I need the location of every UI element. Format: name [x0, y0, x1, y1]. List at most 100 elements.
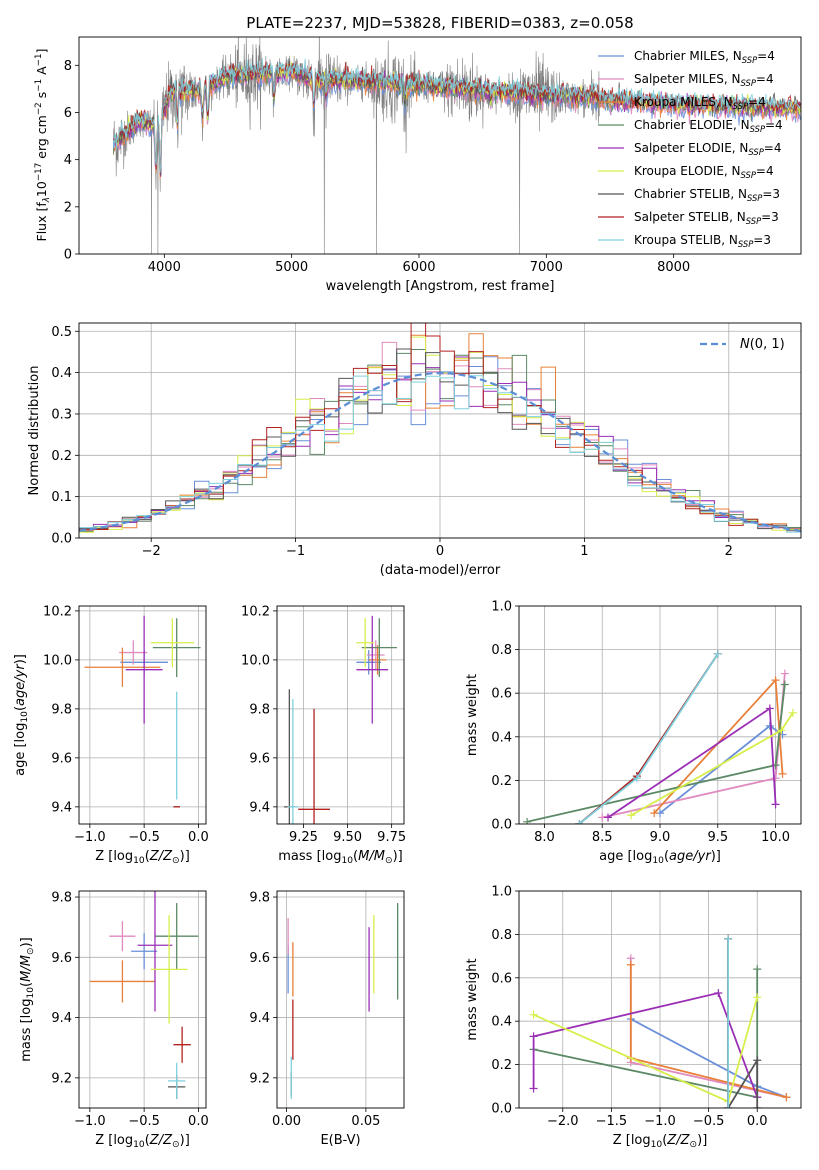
errorbar-point-salpeter-elodie: [137, 891, 173, 1012]
errorbar-point-chabrier-miles: [131, 933, 158, 970]
plot-area: [277, 606, 404, 824]
y-tick-label: 6: [64, 106, 72, 121]
x-axis-label: (data-model)/error: [380, 563, 501, 578]
weight-marker: [632, 774, 641, 783]
y-tick-label: 0.2: [491, 774, 512, 789]
y-tick-label: 10.2: [241, 604, 270, 619]
errorbar-point-salpeter-stelib: [173, 1026, 191, 1063]
y-tick-label: 8: [64, 59, 72, 74]
y-tick-label: 4: [64, 153, 72, 168]
x-tick-label: −0.5: [693, 1114, 725, 1129]
plot-area: [79, 606, 206, 824]
x-tick-label: −1.5: [596, 1114, 628, 1129]
weight-marker: [523, 817, 532, 824]
y-axis-label: Normed distribution: [27, 366, 42, 496]
legend-label: Chabrier ELODIE, NSSP=4: [634, 118, 783, 134]
weight-marker: [603, 813, 612, 822]
x-tick-label: 0.05: [351, 1114, 380, 1129]
legend-label: Kroupa STELIB, NSSP=3: [634, 233, 771, 249]
model-spectrum-kroupa-stelib: [112, 58, 801, 173]
y-tick-label: 0.0: [491, 818, 512, 833]
x-tick-label: −2: [142, 544, 161, 559]
errorbar-point-kroupa-elodie: [356, 618, 375, 668]
x-tick-label: 9.25: [289, 830, 318, 845]
axes-frame: [276, 605, 405, 825]
weight-marker: [780, 669, 789, 678]
x-tick-label: 9.5: [707, 830, 728, 845]
plot-area: [519, 891, 801, 1108]
weight-marker: [788, 708, 797, 717]
normal-curve: [79, 371, 801, 532]
spectrum-legend: Chabrier MILES, NSSP=4 Salpeter MILES, NS…: [598, 49, 783, 249]
panels: 4000 5000 6000 7000 8000 0 2 4 6 8 wavelength [Ang…: [13, 36, 802, 1150]
x-tick-label: −0.5: [128, 1114, 160, 1129]
legend-label: Chabrier STELIB, NSSP=3: [634, 187, 780, 203]
y-tick-label: 9.8: [249, 702, 270, 717]
y-tick-label: 9.6: [249, 951, 270, 966]
weight-marker: [575, 820, 584, 824]
weight-marker: [771, 774, 780, 783]
y-tick-label: 9.2: [249, 1071, 270, 1086]
y-tick-label: 0.4: [491, 730, 512, 745]
axes-frame: [78, 322, 802, 539]
x-tick-label: 9.50: [333, 830, 362, 845]
weight-marker: [753, 965, 762, 974]
axes-age-vs-Z: −1.0 −0.5 0.0 9.4 9.6 9.8 10.0 10.2 Z [log10(Z/Z…: [13, 604, 209, 866]
x-axis-label: Z [log10(Z/Z⊙)]: [95, 849, 190, 866]
y-axis-label: age [log10(age/yr)]: [13, 654, 30, 776]
weight-marker: [529, 1084, 538, 1093]
x-tick-label: 2: [725, 544, 733, 559]
legend-label: Salpeter STELIB, NSSP=3: [634, 210, 779, 226]
axes-mass-vs-ebv: 0.00 0.05 9.2 9.4 9.6 9.8 E(B-V): [249, 891, 405, 1148]
legend-label: Salpeter ELODIE, NSSP=4: [634, 141, 782, 157]
errorbar-point-kroupa-elodie: [150, 915, 188, 1024]
y-axis-label: Flux [fλ10−17 erg cm−2 s−1 A−1]: [34, 49, 52, 242]
x-tick-label: 0.0: [747, 1114, 768, 1129]
weight-marker: [753, 1104, 762, 1108]
figure-title: PLATE=2237, MJD=53828, FIBERID=0383, z=0…: [246, 14, 633, 32]
legend-label: Kroupa ELODIE, NSSP=4: [634, 164, 774, 180]
errorbar-point-kroupa-miles: [84, 647, 161, 687]
x-tick-label: 9.75: [377, 830, 406, 845]
legend-label: Salpeter MILES, NSSP=4: [634, 72, 774, 88]
plot-area: [277, 891, 404, 1108]
y-tick-label: 9.4: [51, 1011, 72, 1026]
y-tick-label: 0.2: [51, 449, 72, 464]
legend-label: Chabrier MILES, NSSP=4: [634, 49, 775, 65]
y-tick-label: 9.4: [51, 800, 72, 815]
axes-spectrum: 4000 5000 6000 7000 8000 0 2 4 6 8 wavelength [Ang…: [34, 36, 802, 294]
weight-marker: [626, 960, 635, 969]
x-tick-label: −1.0: [74, 1114, 106, 1129]
weight-marker: [529, 1032, 538, 1041]
y-tick-label: 0.6: [491, 971, 512, 986]
y-tick-label: 10.2: [43, 604, 72, 619]
x-tick-label: 5000: [275, 260, 308, 275]
x-tick-label: −2.0: [547, 1114, 579, 1129]
errorbar-point-kroupa-elodie: [150, 618, 195, 668]
y-axis-label: mass weight: [465, 674, 480, 756]
x-tick-label: 6000: [402, 260, 435, 275]
x-tick-label: 0.0: [188, 1114, 209, 1129]
weight-marker: [778, 769, 787, 778]
y-tick-label: 0: [64, 248, 72, 263]
weight-marker: [753, 993, 762, 1002]
weight-marker: [724, 1104, 733, 1108]
plot-area: [519, 606, 801, 824]
weight-line-salpeter-elodie: [532, 991, 759, 1098]
weight-marker: [627, 811, 636, 820]
x-tick-label: −1.0: [644, 1114, 676, 1129]
errorbar-point-chabrier-elodie: [361, 618, 397, 678]
y-tick-label: 10.0: [43, 653, 72, 668]
axes-weight-vs-Z: −2.0 −1.5 −1.0 −0.5 0.0 0.0 0.2 0.4 0.6 0.8 1.0 Z […: [465, 885, 802, 1150]
errorbar-point-salpeter-miles: [109, 921, 136, 952]
x-tick-label: 0.00: [272, 1114, 301, 1129]
x-tick-label: 0.0: [188, 830, 209, 845]
axes-frame: [78, 890, 207, 1109]
errorbar-point-chabrier-elodie: [154, 903, 199, 970]
x-axis-label: E(B-V): [320, 1133, 360, 1148]
y-tick-label: 9.6: [51, 951, 72, 966]
weight-marker: [780, 680, 789, 689]
weight-marker: [714, 988, 723, 997]
x-tick-label: 1: [580, 544, 588, 559]
